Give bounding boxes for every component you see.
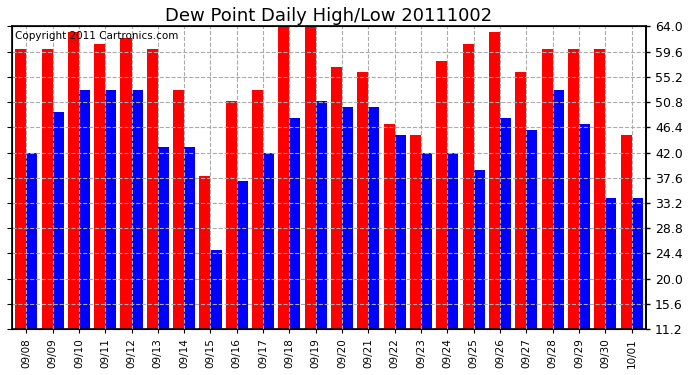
Bar [305, 27, 316, 375]
Bar [542, 50, 553, 375]
Bar [199, 176, 210, 375]
Bar [526, 130, 538, 375]
Bar [132, 90, 143, 375]
Bar [331, 67, 342, 375]
Bar [384, 124, 395, 375]
Bar [342, 107, 353, 375]
Bar [210, 250, 221, 375]
Bar [605, 198, 616, 375]
Bar [158, 147, 169, 375]
Bar [79, 90, 90, 375]
Bar [41, 50, 52, 375]
Bar [94, 44, 106, 375]
Title: Dew Point Daily High/Low 20111002: Dew Point Daily High/Low 20111002 [166, 7, 493, 25]
Bar [52, 112, 63, 375]
Bar [489, 32, 500, 375]
Bar [184, 147, 195, 375]
Bar [263, 153, 274, 375]
Bar [121, 38, 132, 375]
Bar [357, 72, 368, 375]
Bar [106, 90, 117, 375]
Bar [579, 124, 590, 375]
Bar [515, 72, 526, 375]
Bar [447, 153, 458, 375]
Bar [226, 101, 237, 375]
Bar [473, 170, 484, 375]
Bar [620, 135, 631, 375]
Bar [68, 32, 79, 375]
Bar [289, 118, 301, 375]
Bar [553, 90, 564, 375]
Bar [368, 107, 380, 375]
Bar [15, 50, 26, 375]
Bar [436, 61, 447, 375]
Bar [500, 118, 511, 375]
Bar [594, 50, 605, 375]
Bar [237, 181, 248, 375]
Bar [395, 135, 406, 375]
Bar [568, 50, 579, 375]
Bar [252, 90, 263, 375]
Bar [278, 27, 289, 375]
Bar [462, 44, 473, 375]
Bar [173, 90, 184, 375]
Text: Copyright 2011 Cartronics.com: Copyright 2011 Cartronics.com [15, 31, 178, 41]
Bar [421, 153, 432, 375]
Bar [147, 50, 158, 375]
Bar [631, 198, 642, 375]
Bar [410, 135, 421, 375]
Bar [316, 101, 327, 375]
Bar [26, 153, 37, 375]
